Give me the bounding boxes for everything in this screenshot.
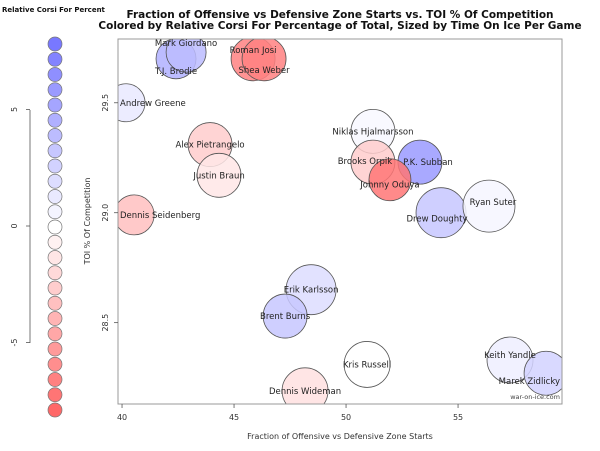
- bubble-label: Shea Weber: [238, 66, 290, 76]
- watermark: war-on-ice.com: [510, 393, 560, 401]
- legend-tick-label: 0: [10, 223, 19, 228]
- legend-swatch: [47, 36, 63, 52]
- legend-swatch: [47, 402, 63, 418]
- y-tick-label: 29.5: [101, 94, 110, 112]
- legend: 5 0 -5: [10, 36, 63, 418]
- x-tick-label: 50: [341, 413, 351, 422]
- bubble-label: Mark Giordano: [155, 39, 217, 49]
- bubble: [118, 194, 155, 236]
- bubble-label: Marek Zidlicky: [499, 377, 560, 387]
- legend-swatch: [47, 173, 63, 189]
- y-tick-label: 28.5: [101, 314, 110, 332]
- bubble-label: Kris Russell: [343, 360, 391, 370]
- bubble: [343, 341, 391, 388]
- bubble: [281, 367, 329, 404]
- bubble: [415, 187, 467, 239]
- x-tick-label: 40: [117, 413, 127, 422]
- bubble-label: Keith Yandle: [484, 351, 536, 361]
- legend-swatch: [47, 326, 63, 342]
- bubble: [368, 158, 412, 202]
- bubble-label: T.J. Brodie: [154, 67, 197, 77]
- legend-swatch: [47, 341, 63, 357]
- bubble: [241, 39, 287, 82]
- legend-swatch: [47, 82, 63, 98]
- chart-subtitle: Colored by Relative Corsi For Percentage…: [98, 20, 581, 32]
- legend-tick-label: -5: [10, 339, 19, 347]
- chart-title: Fraction of Offensive vs Defensive Zone …: [126, 9, 553, 21]
- bubble-label: Erik Karlsson: [284, 286, 339, 296]
- bubble: [165, 39, 207, 73]
- legend-swatch: [47, 280, 63, 296]
- legend-swatch: [47, 295, 63, 311]
- bubble-label: Niklas Hjalmarsson: [332, 127, 413, 137]
- legend-swatch: [47, 143, 63, 159]
- legend-tick-label: 5: [10, 107, 19, 112]
- bubble-label: P.K. Subban: [403, 158, 453, 168]
- x-tick-label: 45: [229, 413, 239, 422]
- legend-swatch: [47, 372, 63, 387]
- bubble-label: Drew Doughty: [407, 215, 468, 225]
- legend-swatch: [47, 311, 63, 326]
- legend-swatch: [47, 250, 63, 265]
- legend-swatch: [47, 67, 63, 82]
- legend-swatch: [47, 204, 63, 220]
- legend-swatch: [47, 51, 63, 67]
- bubble-label: Dennis Wideman: [269, 387, 341, 397]
- legend-swatch: [47, 158, 63, 174]
- legend-swatch: [47, 265, 63, 281]
- y-axis-label: TOI % Of Competition: [83, 178, 92, 266]
- legend-swatch: [47, 219, 63, 235]
- bubble-label: Ryan Suter: [470, 198, 517, 208]
- legend-swatch: [47, 356, 63, 372]
- bubble-label: Johnny Oduya: [359, 181, 419, 191]
- bubble-label: Alex Pietrangelo: [176, 141, 245, 151]
- bubble-label: Dennis Seidenberg: [120, 211, 200, 221]
- x-axis-label: Fraction of Offensive vs Defensive Zone …: [247, 432, 433, 441]
- bubble: [262, 293, 308, 339]
- bubble-label: Justin Braun: [192, 171, 244, 181]
- legend-swatch: [47, 128, 63, 143]
- legend-title: Relative Corsi For Percent: [2, 6, 106, 14]
- legend-swatch: [47, 234, 63, 250]
- plot-frame: [117, 38, 563, 405]
- bubble: [196, 152, 242, 198]
- bubble: [523, 350, 562, 396]
- bubble: [118, 83, 146, 123]
- bubble-label: Roman Josi: [230, 46, 277, 56]
- x-tick-label: 55: [453, 413, 463, 422]
- bubble-label: Brooks Orpik: [338, 157, 393, 167]
- legend-swatch: [47, 97, 63, 113]
- bubble-label: Andrew Greene: [120, 99, 186, 109]
- bubble-label: Brent Burns: [260, 312, 311, 322]
- legend-swatch: [47, 387, 63, 403]
- legend-swatch: [47, 112, 63, 128]
- bubble: [462, 179, 516, 233]
- legend-swatch: [47, 189, 63, 204]
- y-tick-label: 29.0: [101, 204, 110, 222]
